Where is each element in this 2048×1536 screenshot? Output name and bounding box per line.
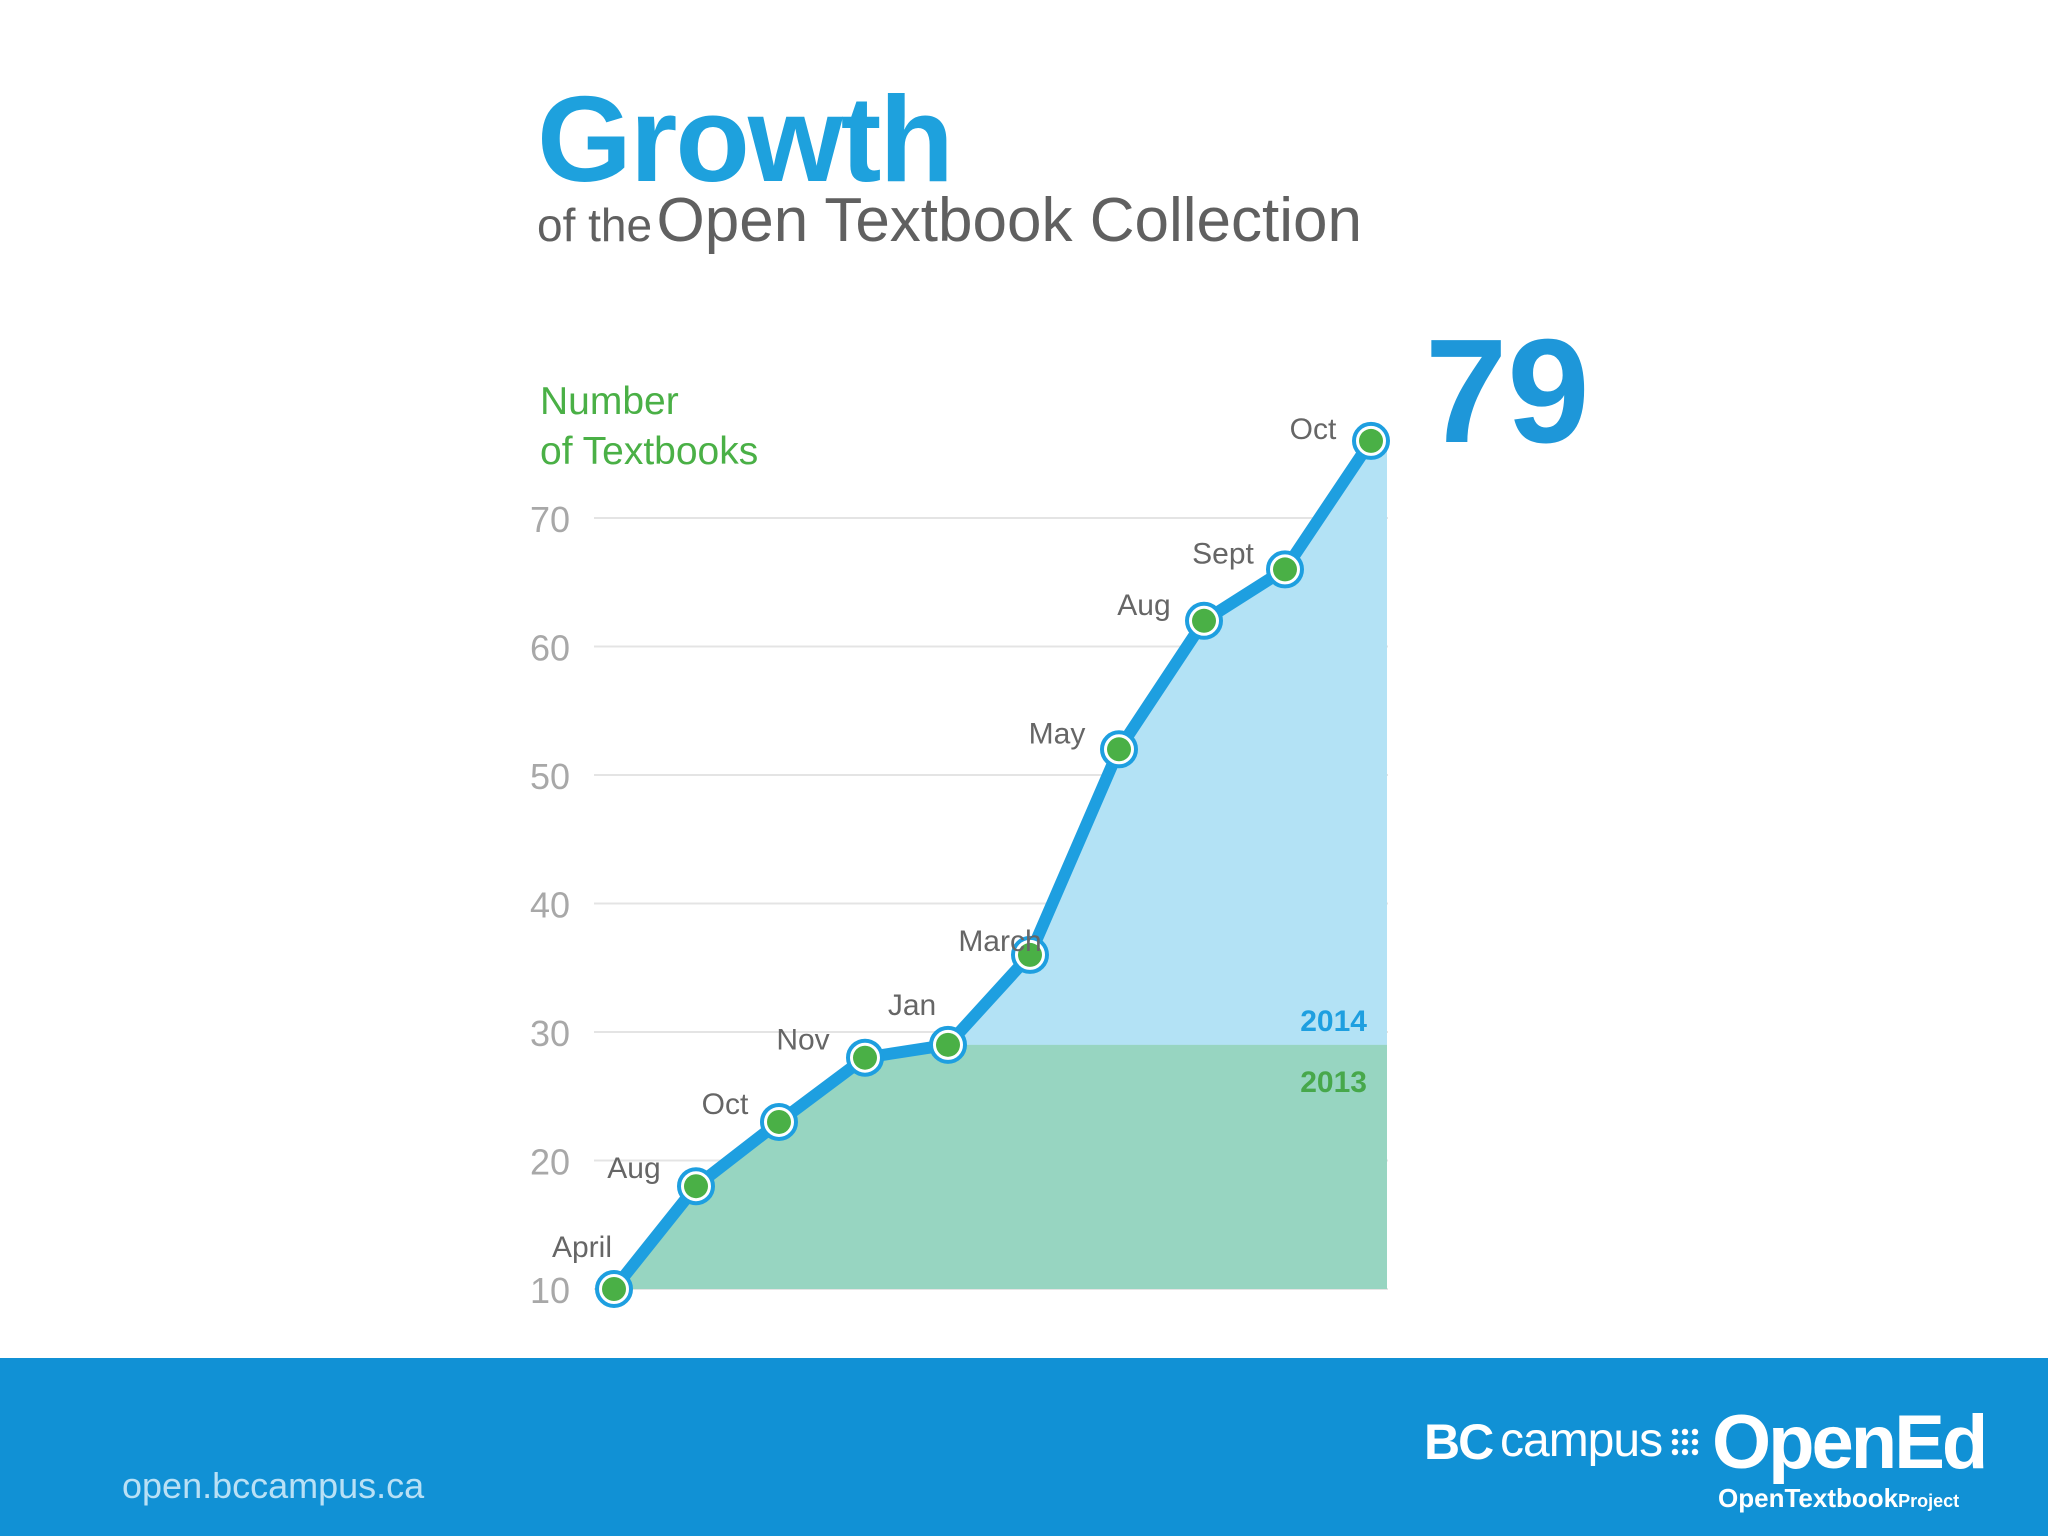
region-label-2013: 2013 xyxy=(1300,1066,1367,1099)
data-point xyxy=(853,1045,877,1070)
data-point-label: May xyxy=(1029,717,1086,750)
footer-bar xyxy=(0,1358,2048,1536)
footer-url: open.bccampus.ca xyxy=(122,1465,425,1506)
data-point xyxy=(936,1032,960,1057)
y-axis-label: Number of Textbooks xyxy=(540,377,840,477)
data-point-label: Oct xyxy=(702,1088,749,1121)
data-point-label: Nov xyxy=(776,1024,829,1057)
data-point xyxy=(1359,428,1383,453)
chart-subtitle: of the Open Textbook Collection xyxy=(537,190,1362,252)
region-label-2014: 2014 xyxy=(1300,1005,1367,1038)
data-point-label: March xyxy=(958,925,1041,958)
y-tick-label: 40 xyxy=(530,885,570,926)
y-tick-label: 30 xyxy=(530,1013,570,1054)
logo-campus-text: campus xyxy=(1500,1414,1663,1467)
y-tick-label: 50 xyxy=(530,756,570,797)
bccampus-opened-logo: BC campus OpenEd OpenTextbookProject xyxy=(1420,1400,1988,1525)
dot-grid-icon xyxy=(1671,1428,1699,1456)
data-point xyxy=(1192,608,1216,633)
series-line xyxy=(608,434,1377,1295)
logo-subtitle-main: OpenTextbook xyxy=(1718,1483,1899,1513)
y-tick-label: 20 xyxy=(530,1142,570,1183)
data-point xyxy=(1273,557,1297,582)
subtitle-prefix: of the xyxy=(537,199,653,251)
y-tick-label: 60 xyxy=(530,628,570,669)
data-point-label: April xyxy=(552,1231,612,1264)
data-point xyxy=(602,1277,626,1301)
logo-subtitle: OpenTextbookProject xyxy=(1718,1483,1959,1514)
y-tick-label: 70 xyxy=(530,499,570,540)
data-point xyxy=(767,1109,791,1134)
logo-bc-text: BC xyxy=(1424,1414,1494,1470)
chart-title: Growth xyxy=(537,71,954,207)
logo-subtitle-project: Project xyxy=(1898,1491,1960,1511)
data-point-label: Aug xyxy=(1117,589,1170,622)
data-point-label: Oct xyxy=(1290,413,1337,446)
y-axis-label-line1: Number xyxy=(540,380,679,423)
data-point xyxy=(1018,942,1042,967)
highlight-value: 79 xyxy=(1425,309,1590,474)
subtitle-main: Open Textbook Collection xyxy=(656,186,1362,255)
data-point-label: Aug xyxy=(607,1152,660,1185)
data-point-label: Sept xyxy=(1192,537,1254,570)
data-point xyxy=(1107,737,1131,762)
y-axis-label-line2: of Textbooks xyxy=(540,430,759,473)
logo-opened-text: OpenEd xyxy=(1712,1400,1988,1485)
y-tick-label: 10 xyxy=(530,1270,570,1311)
data-point-label: Jan xyxy=(888,989,936,1022)
data-point xyxy=(684,1174,708,1199)
